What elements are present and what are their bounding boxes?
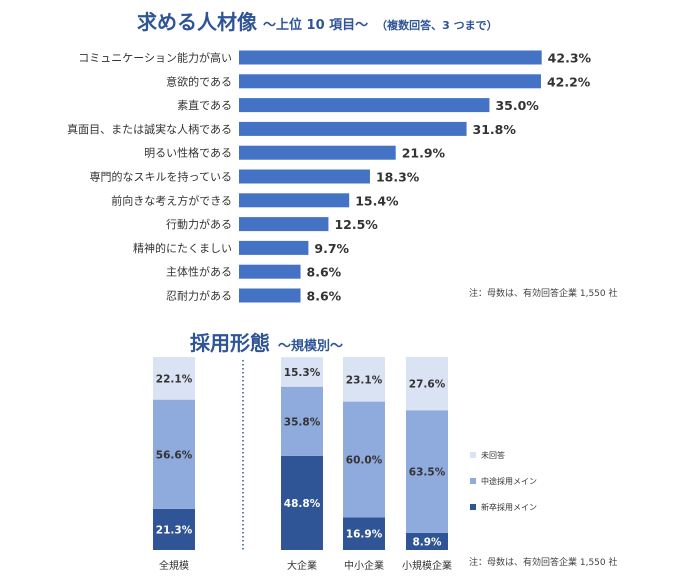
chart1-value-label: 8.6%	[307, 265, 342, 280]
chart1-category-label: 素直である	[177, 98, 232, 112]
chart1-category-label: 明るい性格である	[144, 146, 232, 160]
chart2-title-block: 採用形態 ～規模別～	[190, 327, 343, 356]
chart1-bar	[239, 240, 309, 255]
chart1-category-label: 専門的なスキルを持っている	[90, 170, 232, 184]
chart1-subtitle-note: （複数回答、3 つまで）	[376, 19, 498, 32]
chart1-value-label: 42.2%	[547, 74, 591, 89]
chart1-category-label: 意欲的である	[166, 74, 232, 88]
chart1-bar	[239, 145, 396, 160]
chart1-category-label: 真面目、または誠実な人柄である	[67, 122, 232, 136]
chart1-title-block: 求める人材像 ～上位 10 項目～ （複数回答、3 つまで）	[137, 6, 498, 34]
chart1-category-label: 行動力がある	[166, 217, 232, 231]
legend-swatch-newgrad	[470, 504, 476, 510]
chart2-segment-label: 63.5%	[409, 467, 446, 479]
chart1-bar	[239, 121, 467, 136]
chart1-value-label: 42.3%	[548, 51, 592, 66]
chart2-note: 注：母数は、有効回答企業 1,550 社	[469, 558, 618, 568]
chart1-value-label: 18.3%	[376, 170, 420, 185]
legend-label-newgrad: 新卒採用メイン	[481, 502, 537, 512]
chart1-subtitle: ～上位 10 項目～	[263, 18, 369, 33]
chart2-bar-segment	[343, 357, 385, 402]
chart2-segment-label: 60.0%	[346, 454, 383, 466]
chart2-bar-segment	[153, 357, 195, 400]
chart2-segment-label: 22.1%	[156, 373, 193, 385]
chart2-segment-label: 21.3%	[156, 524, 193, 536]
chart1-category-label: 忍耐力がある	[166, 289, 232, 303]
chart2-segment-label: 15.3%	[284, 367, 321, 379]
chart1-bar	[239, 217, 329, 232]
chart2-bar-segment	[406, 410, 448, 533]
chart2-bar-segment	[406, 357, 448, 411]
chart2-bar-segment	[343, 401, 385, 518]
chart2-bar-segment	[406, 532, 448, 550]
chart2-category-label: 中小企業	[344, 559, 384, 572]
chart2-segment-label: 8.9%	[412, 536, 442, 548]
legend-item-unanswered: 未回答	[470, 442, 537, 468]
chart1-title: 求める人材像	[137, 10, 257, 34]
chart1-bar	[239, 193, 350, 208]
chart2-segment-label: 16.9%	[346, 529, 383, 541]
legend-label-midcareer: 中途採用メイン	[481, 476, 537, 486]
chart2-bar-segment	[281, 357, 323, 387]
chart2-bar-segment	[281, 386, 323, 456]
chart2-segment-label: 56.6%	[156, 449, 193, 461]
chart1-category-label: 主体性がある	[166, 265, 232, 279]
chart1-value-label: 31.8%	[473, 122, 517, 137]
chart1-bar	[239, 169, 370, 184]
chart2-category-label: 全規模	[159, 559, 189, 572]
chart1-bar	[239, 98, 490, 113]
chart2-segment-label: 23.1%	[346, 374, 383, 386]
chart2-bar-segment	[153, 508, 195, 550]
chart1-value-label: 9.7%	[314, 241, 349, 256]
chart2-bar-segment	[153, 399, 195, 509]
chart1-note: 注：母数は、有効回答企業 1,550 社	[469, 289, 618, 299]
chart2-category-label: 大企業	[287, 559, 317, 572]
chart2-subtitle: ～規模別～	[278, 339, 344, 354]
chart2-segment-label: 48.8%	[284, 498, 321, 510]
legend-swatch-unanswered	[470, 452, 476, 458]
chart1-bar	[239, 50, 542, 65]
chart1-category-label: 精神的にたくましい	[133, 241, 232, 255]
chart1-bar	[239, 264, 301, 279]
chart1-bar	[239, 74, 541, 89]
chart1-value-label: 21.9%	[402, 146, 446, 161]
legend-item-newgrad: 新卒採用メイン	[470, 494, 537, 520]
chart2-segment-label: 27.6%	[409, 379, 446, 391]
chart1-value-label: 12.5%	[334, 217, 378, 232]
chart2-title: 採用形態	[190, 331, 270, 355]
chart2-bar-segment	[343, 517, 385, 550]
chart1-value-label: 35.0%	[495, 98, 539, 113]
legend-label-unanswered: 未回答	[481, 450, 505, 460]
chart2-category-label: 小規模企業	[402, 559, 452, 572]
chart1-value-label: 8.6%	[307, 289, 342, 304]
legend-swatch-midcareer	[470, 478, 476, 484]
chart2-legend: 未回答 中途採用メイン 新卒採用メイン	[470, 442, 537, 520]
chart1-category-label: 前向きな考え方ができる	[111, 193, 232, 207]
chart1-bar	[239, 288, 301, 303]
chart1-category-label: コミュニケーション能力が高い	[78, 51, 232, 65]
chart2-bar-segment	[281, 455, 323, 550]
legend-item-midcareer: 中途採用メイン	[470, 468, 537, 494]
chart1-value-label: 15.4%	[355, 193, 399, 208]
chart2-segment-label: 35.8%	[284, 416, 321, 428]
